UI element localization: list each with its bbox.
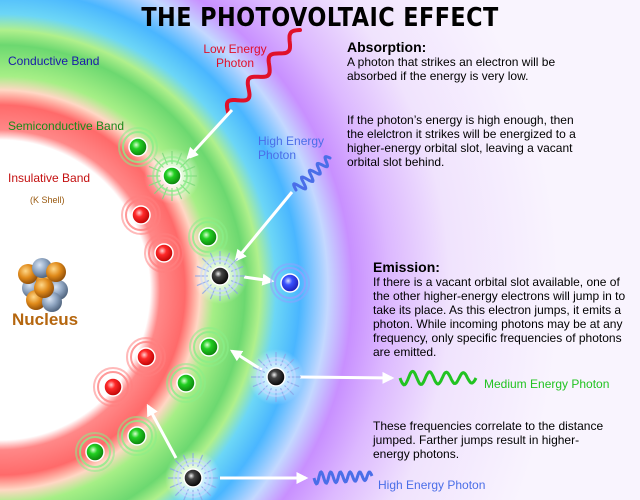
low-energy-photon-arrow (186, 108, 234, 160)
medium-energy-photon-label: Medium Energy Photon (484, 377, 610, 391)
k-shell-label: (K Shell) (30, 195, 65, 205)
high-energy-photon-label: High Energy Photon (258, 134, 325, 162)
electron-energized-middle (248, 349, 304, 405)
high-energy-photon-arrow (234, 191, 294, 262)
absorption-section: Absorption: A photon that strikes an ele… (347, 40, 577, 83)
high-energy-emitted-photon-label: High Energy Photon (378, 478, 486, 492)
absorption-paragraph-2-block: If the photon’s energy is high enough, t… (347, 113, 585, 169)
absorption-paragraph-2: If the photon’s energy is high enough, t… (347, 113, 576, 169)
electron-blue-excited (270, 263, 310, 303)
medium-energy-photon-wave (398, 369, 478, 387)
electron-absorbing (144, 148, 200, 204)
nucleus-label: Nucleus (12, 310, 79, 329)
conductive-band-label: Conductive Band (8, 54, 100, 68)
electron-green-lower-2 (75, 432, 115, 472)
emission-paragraph-1: If there is a vacant orbital slot availa… (373, 275, 626, 359)
low-energy-photon-wave (224, 28, 302, 114)
electron-red-upper-1 (121, 195, 161, 235)
electron-red-upper-2 (144, 233, 184, 273)
emission-paragraph-2-block: These frequencies correlate to the dista… (373, 419, 613, 461)
jump-arrow-lower (146, 403, 178, 459)
electron-red-middle-2 (93, 367, 133, 407)
page-title: THE PHOTOVOLTAIC EFFECT (141, 3, 499, 33)
electron-red-middle-1 (126, 337, 166, 377)
electron-green-upper-1 (118, 127, 158, 167)
electron-energized-upper (192, 248, 248, 304)
energize-arrow (243, 273, 275, 286)
electrons (75, 127, 310, 500)
electron-green-middle-1 (189, 327, 229, 367)
semiconductive-band-label: Semiconductive Band (8, 119, 125, 133)
emission-section: Emission: If there is a vacant orbital s… (373, 260, 635, 359)
medium-photon-emission-arrow (299, 371, 395, 384)
absorption-paragraph-1: A photon that strikes an electron will b… (347, 55, 556, 83)
low-energy-photon-label: Low Energy Photon (203, 42, 267, 70)
electron-green-lower-1 (117, 416, 157, 456)
emission-paragraph-2: These frequencies correlate to the dista… (373, 419, 604, 461)
absorption-heading: Absorption: (347, 39, 427, 55)
insulative-band-label: Insulative Band (8, 171, 91, 185)
emission-heading: Emission: (373, 259, 440, 275)
nucleus-icon (18, 258, 68, 312)
high-energy-photon-wave (292, 155, 332, 192)
electron-energized-lower (165, 450, 221, 500)
electron-green-middle-2 (166, 363, 206, 403)
high-energy-emitted-photon-wave (312, 470, 374, 486)
